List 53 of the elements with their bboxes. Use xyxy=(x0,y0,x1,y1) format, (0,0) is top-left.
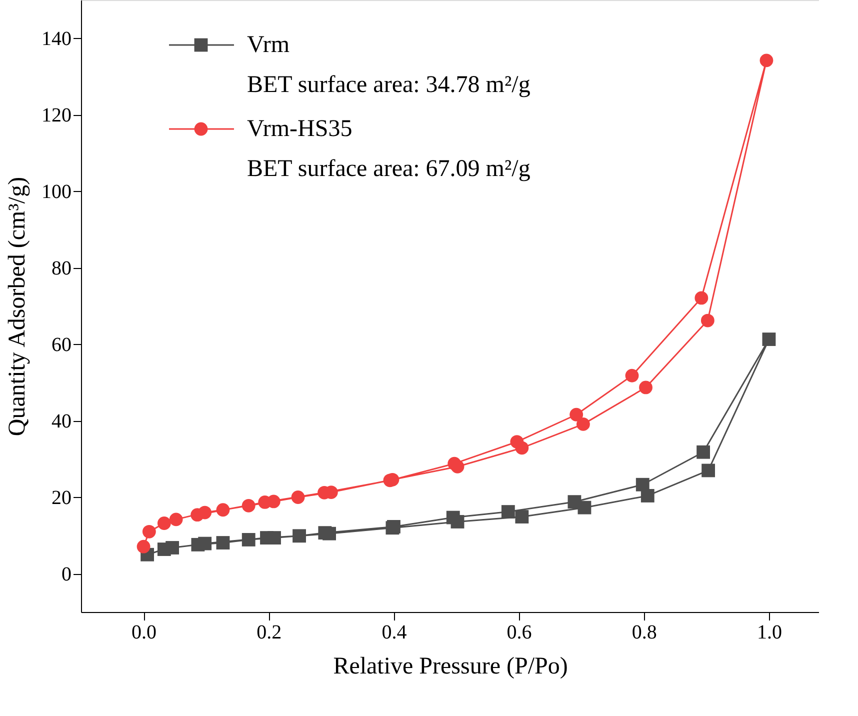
point xyxy=(318,526,332,540)
x-tick-label: 1.0 xyxy=(756,622,782,644)
legend-label: Vrm-HS35 xyxy=(247,116,352,142)
x-tick-label: 0.6 xyxy=(506,622,532,644)
point xyxy=(696,445,710,459)
point xyxy=(260,531,274,545)
annotation: BET surface area: 67.09 m²/g xyxy=(247,156,530,182)
x-tick-label: 0.0 xyxy=(132,622,157,644)
y-tick-label: 120 xyxy=(42,104,72,126)
point xyxy=(242,498,256,512)
point xyxy=(570,408,584,422)
y-tick-label: 140 xyxy=(42,28,72,50)
point xyxy=(448,456,462,470)
point xyxy=(760,54,774,68)
point xyxy=(639,380,652,394)
point xyxy=(762,332,776,346)
point xyxy=(258,496,272,509)
point xyxy=(166,541,180,554)
point xyxy=(576,418,590,431)
point xyxy=(702,464,716,478)
point xyxy=(636,478,650,492)
point xyxy=(190,508,204,522)
point xyxy=(169,512,183,526)
point xyxy=(625,368,639,382)
y-tick-label: 80 xyxy=(52,257,72,280)
point xyxy=(700,314,714,328)
x-tick-label: 0.8 xyxy=(632,622,657,644)
x-tick-label: 0.4 xyxy=(382,622,407,644)
point xyxy=(694,291,708,305)
point xyxy=(216,536,230,550)
point xyxy=(291,490,305,504)
point xyxy=(515,510,529,524)
legend-label: Vrm xyxy=(247,32,290,58)
point xyxy=(568,495,582,509)
x-axis-title: Relative Pressure (P/Po) xyxy=(333,654,568,680)
point xyxy=(136,540,150,554)
y-tick-label: 40 xyxy=(52,410,72,432)
annotation: BET surface area: 34.78 m²/g xyxy=(247,72,530,98)
point xyxy=(157,516,171,530)
y-tick-label: 100 xyxy=(42,180,72,203)
point xyxy=(142,524,156,538)
point xyxy=(292,529,306,543)
point xyxy=(501,505,515,518)
y-tick-label: 0 xyxy=(62,563,72,586)
point xyxy=(510,435,524,448)
y-tick-label: 20 xyxy=(52,486,72,509)
point xyxy=(198,536,212,550)
point xyxy=(446,510,460,524)
point xyxy=(242,533,256,546)
y-tick-label: 60 xyxy=(52,334,72,356)
x-tick-label: 0.2 xyxy=(256,622,282,644)
point xyxy=(216,503,230,517)
y-axis-title: Quantity Adsorbed (cm³/g) xyxy=(4,176,30,436)
